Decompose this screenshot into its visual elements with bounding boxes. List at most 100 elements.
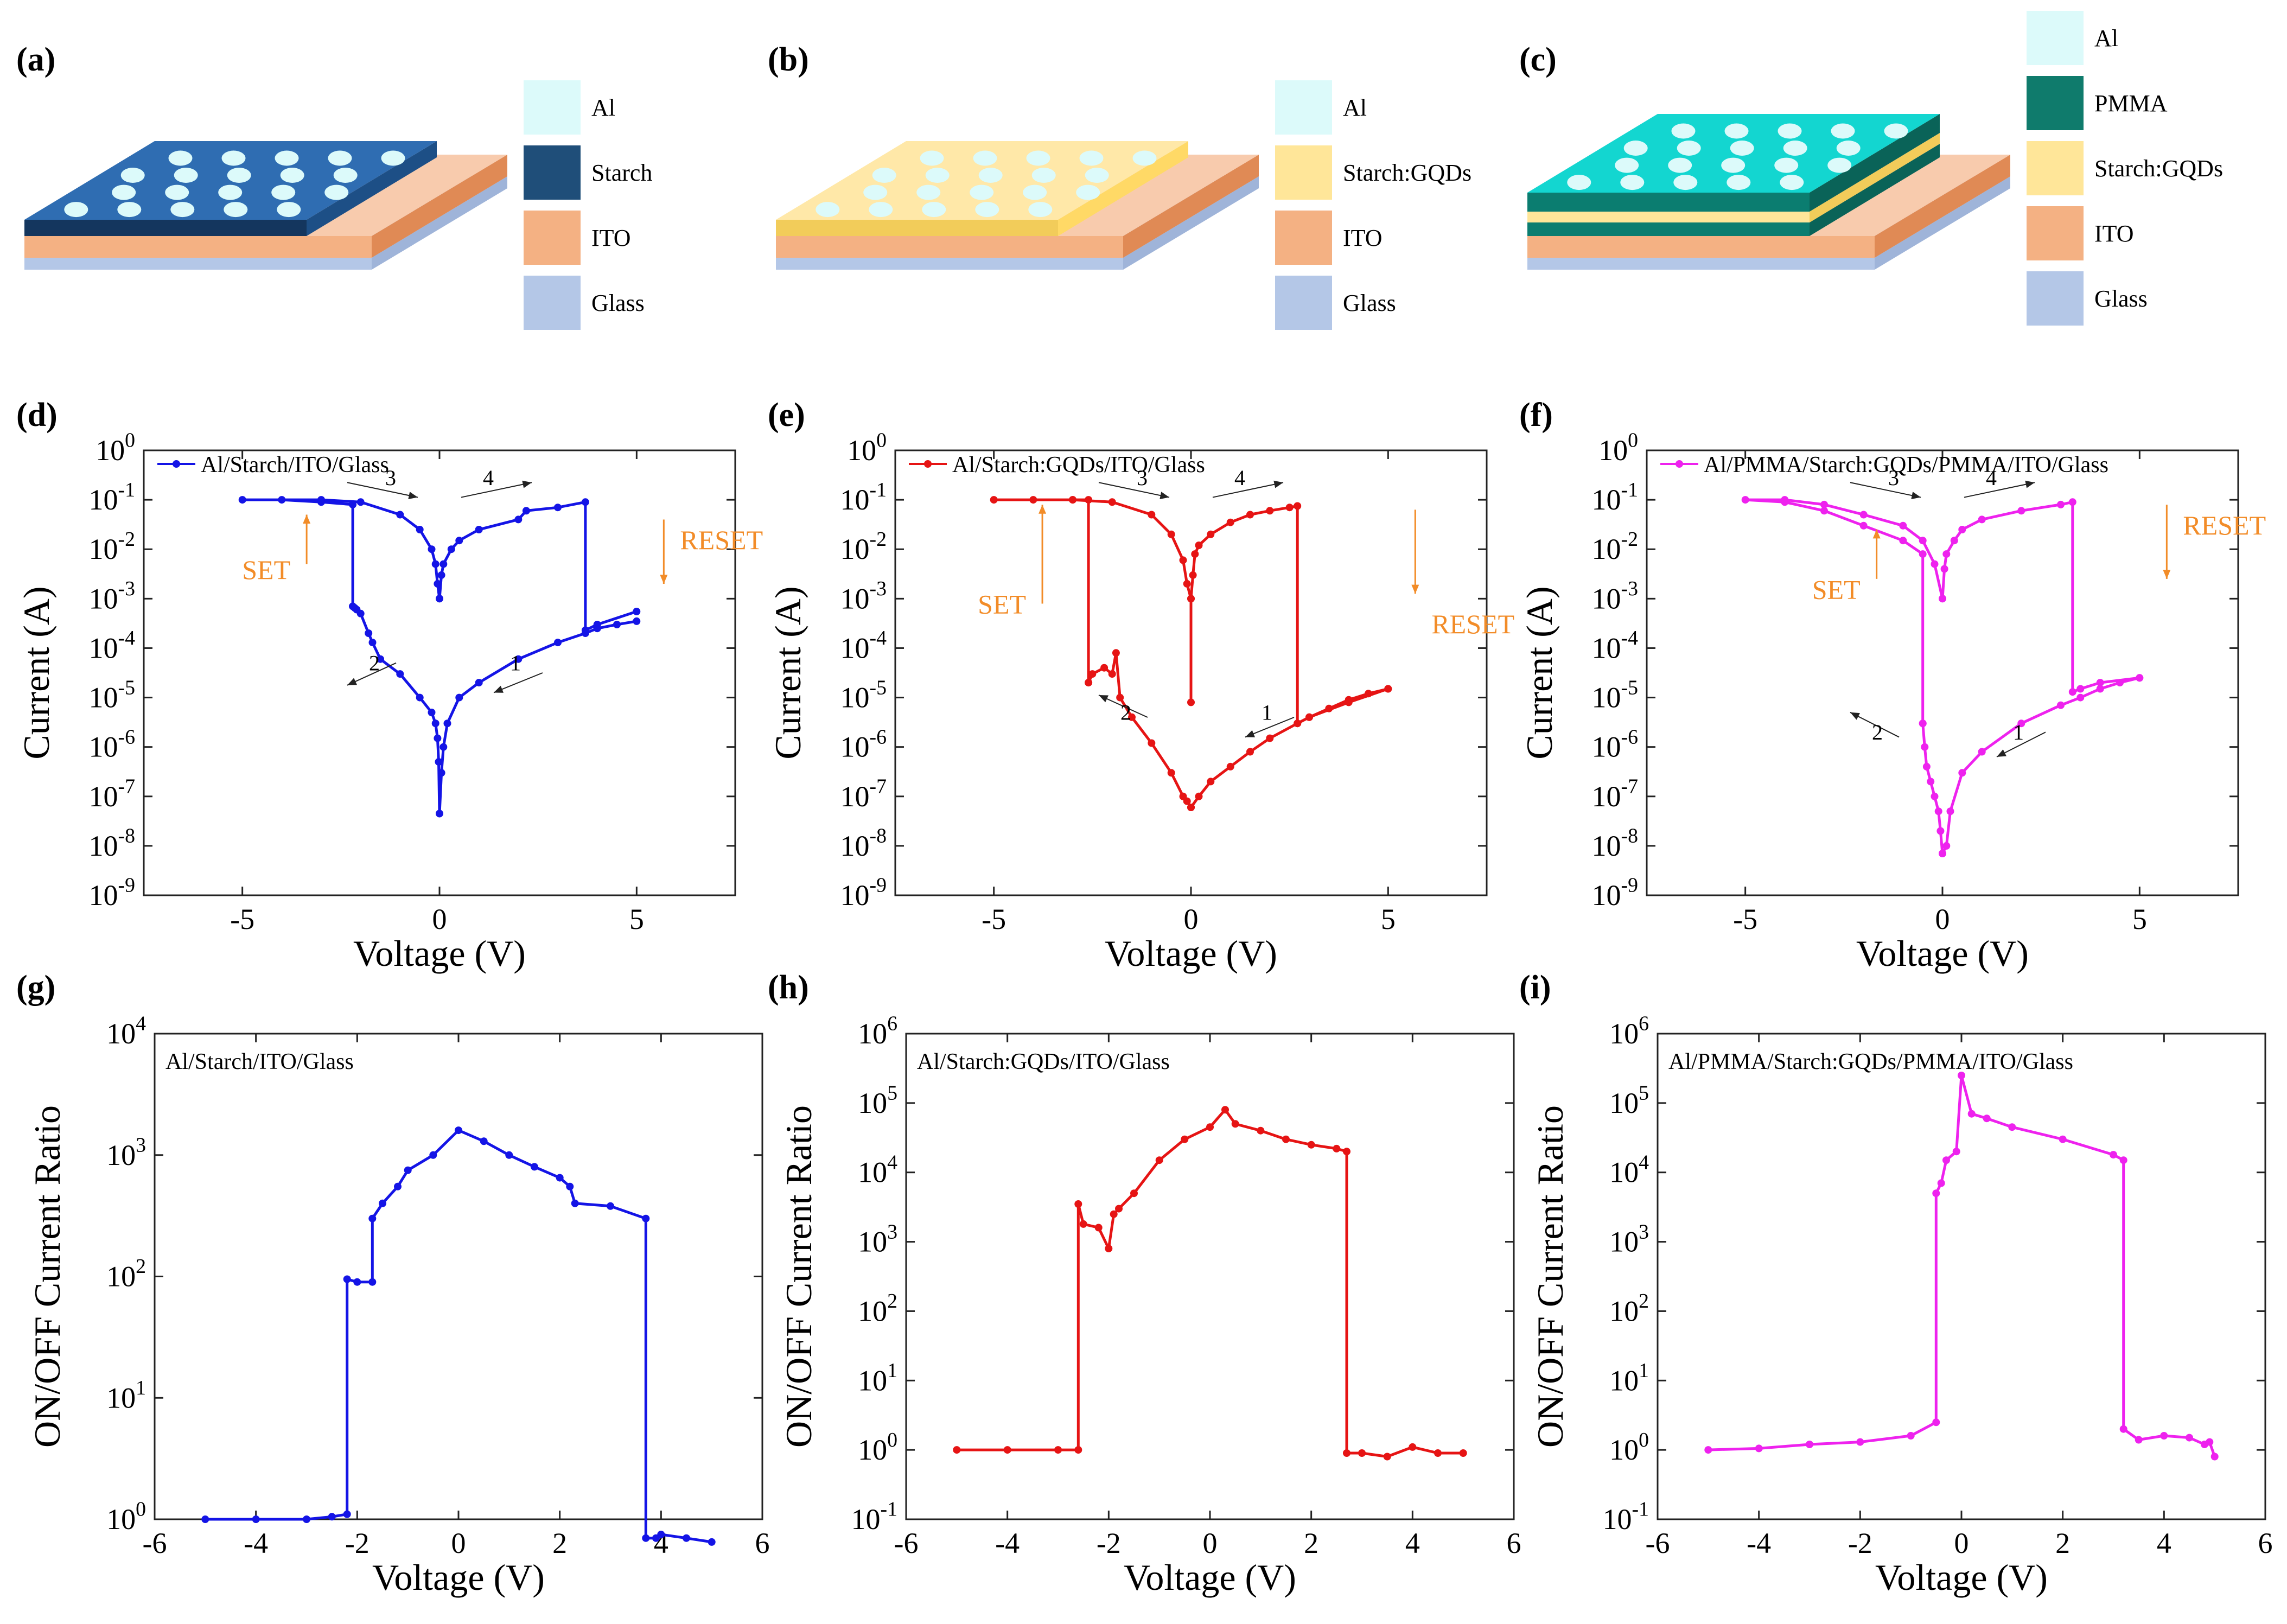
al-electrode-dot xyxy=(872,168,896,183)
data-point xyxy=(368,1278,377,1286)
al-electrode-dot xyxy=(218,184,243,200)
al-electrode-dot xyxy=(170,202,195,218)
data-point xyxy=(396,670,404,678)
legend-swatch-starchgqds xyxy=(1275,145,1332,200)
data-point xyxy=(1781,496,1789,504)
data-point xyxy=(455,1126,462,1135)
y-tick-label: 103 xyxy=(858,1220,897,1258)
x-tick-label: 4 xyxy=(2157,1527,2171,1559)
y-tick-label-exp: -9 xyxy=(118,874,136,897)
y-tick-label-base: 10 xyxy=(847,434,876,467)
data-point xyxy=(1932,1418,1940,1426)
data-point xyxy=(514,655,523,663)
y-tick-label: 10-9 xyxy=(1592,874,1639,912)
sweep-4-arrow-head xyxy=(522,480,532,488)
reset-label: RESET xyxy=(680,525,763,555)
data-point xyxy=(404,1166,412,1174)
data-point xyxy=(1936,827,1945,835)
al-electrode-dot xyxy=(280,168,304,183)
y-tick-label-base: 10 xyxy=(858,1295,887,1327)
y-axis-title: ON/OFF Current Ratio xyxy=(27,1105,68,1448)
y-tick-label-exp: -2 xyxy=(870,528,887,551)
data-point xyxy=(554,639,562,647)
chart-layer: 10-910-810-710-610-510-410-310-210-1100-… xyxy=(16,429,2273,1598)
y-tick-label: 103 xyxy=(1609,1220,1649,1258)
data-point xyxy=(1978,748,1986,756)
y-tick-label-exp: 0 xyxy=(1628,429,1638,452)
data-point xyxy=(1115,1205,1123,1213)
reset-label: RESET xyxy=(2183,510,2266,540)
y-tick-label-exp: -2 xyxy=(118,528,136,551)
al-electrode-dot xyxy=(271,184,296,200)
data-point xyxy=(238,496,246,504)
y-axis-title: ON/OFF Current Ratio xyxy=(1530,1105,1571,1448)
active-layer-front-2 xyxy=(1527,193,1810,212)
data-point xyxy=(1206,1123,1214,1131)
y-tick-label-exp: 0 xyxy=(136,1498,146,1521)
data-point xyxy=(1927,778,1935,786)
panel-label-i: (i) xyxy=(1519,969,1551,1006)
y-tick-label-base: 10 xyxy=(89,879,118,912)
y-tick-label-exp: -4 xyxy=(870,627,887,649)
data-point xyxy=(1383,1453,1391,1461)
data-point xyxy=(1294,719,1302,728)
glass-side xyxy=(1123,176,1259,270)
y-tick-label-exp: 2 xyxy=(887,1290,897,1313)
y-tick-label-exp: -4 xyxy=(1621,627,1639,649)
data-point xyxy=(2076,693,2085,702)
data-point xyxy=(2017,507,2025,515)
y-tick-label: 10-4 xyxy=(89,627,136,664)
legend-text: Al/Starch:GQDs/ITO/Glass xyxy=(952,453,1205,477)
al-electrode-dot xyxy=(1727,175,1751,190)
sweep-1-arrow xyxy=(1996,731,2046,757)
data-point xyxy=(396,511,404,519)
y-tick-label-base: 10 xyxy=(1592,731,1621,763)
set-label: SET xyxy=(978,589,1026,620)
data-point xyxy=(1950,537,1958,545)
data-point xyxy=(1179,792,1187,800)
sweep-2-arrow xyxy=(1850,711,1900,738)
data-point xyxy=(531,1163,538,1171)
data-point xyxy=(2206,1438,2214,1446)
active-layer-front xyxy=(24,220,307,236)
data-point xyxy=(1294,502,1302,510)
data-point xyxy=(455,537,463,545)
x-axis-title: Voltage (V) xyxy=(1856,933,2029,974)
al-electrode-dot xyxy=(1615,157,1639,173)
y-tick-label: 102 xyxy=(1609,1290,1649,1327)
series-line-0 xyxy=(1708,1074,2216,1457)
y-tick-label-base: 10 xyxy=(858,1017,887,1050)
x-tick-label: 0 xyxy=(1935,903,1950,935)
data-point xyxy=(1130,1189,1138,1198)
al-electrode-dot xyxy=(920,150,944,166)
y-tick-label-base: 10 xyxy=(1603,1503,1632,1536)
data-point xyxy=(1919,550,1927,558)
sweep-3-arrow xyxy=(1850,482,1921,498)
sweep-2-arrow-head xyxy=(1099,695,1109,703)
y-tick-label-base: 10 xyxy=(840,731,870,763)
data-point xyxy=(2057,500,2065,508)
panel-label-h: (h) xyxy=(768,969,809,1006)
x-tick-label: -6 xyxy=(1646,1527,1670,1559)
data-point xyxy=(1820,507,1828,515)
y-tick-label: 10-8 xyxy=(1592,825,1639,862)
al-electrode-dot xyxy=(1836,141,1861,156)
data-point xyxy=(1094,1224,1103,1232)
y-tick-label: 104 xyxy=(858,1151,897,1188)
data-point xyxy=(2136,674,2144,682)
data-point xyxy=(455,693,463,702)
data-point xyxy=(642,1214,650,1222)
data-point xyxy=(429,1151,437,1159)
x-axis-title: Voltage (V) xyxy=(372,1557,545,1598)
al-electrode-dot xyxy=(117,202,142,218)
sweep-4-arrow-head xyxy=(1273,480,1283,488)
data-point xyxy=(1179,556,1187,564)
y-tick-label-exp: 1 xyxy=(887,1359,897,1382)
data-point xyxy=(1958,769,1966,777)
y-tick-label-base: 10 xyxy=(1609,1364,1639,1397)
active-layer-side-0 xyxy=(1810,144,1940,236)
y-axis-title: ON/OFF Current Ratio xyxy=(778,1105,819,1448)
data-point xyxy=(439,743,448,751)
